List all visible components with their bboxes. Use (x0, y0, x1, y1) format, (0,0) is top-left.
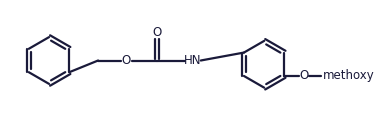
Text: O: O (152, 26, 161, 39)
Text: methoxy: methoxy (323, 69, 375, 83)
Text: O: O (300, 69, 309, 83)
Text: HN: HN (184, 54, 201, 67)
Text: O: O (122, 54, 131, 67)
